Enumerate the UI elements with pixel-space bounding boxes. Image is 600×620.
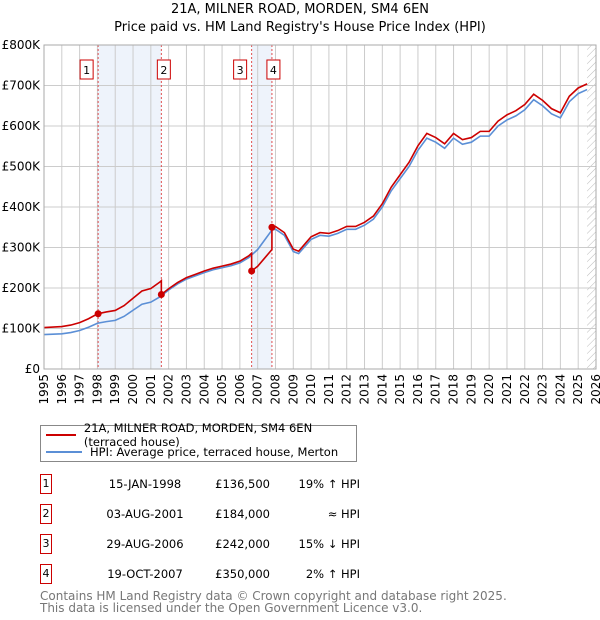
x-tick-label: 2000	[126, 374, 140, 405]
legend: 21A, MILNER ROAD, MORDEN, SM4 6EN (terra…	[40, 421, 357, 462]
x-tick-label: 2010	[304, 374, 318, 405]
price-chart: 1995 1996 1997 1998 1999 2000 2001 2002 2003 2004…	[2, 38, 600, 405]
x-tick-label: 2006	[233, 374, 247, 405]
sale-label-box	[156, 59, 171, 80]
sale-price: £350,000	[215, 567, 270, 581]
footer-licence: This data is licensed under the Open Gov…	[40, 601, 423, 615]
sale-date: 19-OCT-2007	[107, 567, 183, 581]
x-tick-label: 2004	[197, 374, 211, 405]
y-tick-label: £300K	[2, 241, 42, 255]
sale-label-number: 1	[83, 64, 90, 77]
y-tick-label: £400K	[2, 200, 42, 214]
x-tick-label: 2008	[268, 374, 282, 405]
legend-hpi-label: HPI: Average price, terraced house, Mert…	[90, 445, 339, 459]
sale-hpi-comparison: ≈ HPI	[327, 507, 360, 521]
sale-label-number: 2	[160, 64, 167, 77]
sale-date: 29-AUG-2006	[106, 537, 184, 551]
property-series-line	[43, 83, 588, 329]
chart-title: 21A, MILNER ROAD, MORDEN, SM4 6EN	[170, 2, 430, 17]
x-tick-label: 2019	[464, 374, 478, 405]
sale-price: £242,000	[215, 537, 270, 551]
x-tick-label: 2002	[162, 374, 176, 405]
y-tick-label: £0	[25, 362, 40, 376]
chart-subtitle: Price paid vs. HM Land Registry's House …	[114, 20, 486, 35]
sale-point	[94, 310, 102, 318]
sale-row: 1 15-JAN-1998 £136,500 19% ↑ HPI	[40, 474, 380, 494]
legend-property-swatch	[46, 434, 76, 436]
sale-row: 2 03-AUG-2001 £184,000 ≈ HPI	[40, 504, 380, 524]
x-tick-label: 2025	[571, 374, 585, 405]
x-tick-label: 2013	[358, 374, 372, 405]
sale-label-number: 3	[237, 64, 244, 77]
sale-label-box	[233, 59, 248, 80]
sale-row: 4 19-OCT-2007 £350,000 2% ↑ HPI	[40, 564, 380, 584]
x-tick-label: 2020	[482, 374, 496, 405]
x-tick-label: 2023	[536, 374, 550, 405]
sale-price: £136,500	[215, 477, 270, 491]
y-tick-label: £500K	[2, 160, 42, 174]
sale-number-badge: 1	[40, 474, 52, 494]
y-tick-label: £200K	[2, 281, 42, 295]
sale-row: 3 29-AUG-2006 £242,000 15% ↓ HPI	[40, 534, 380, 554]
x-tick-label: 2014	[375, 374, 389, 405]
sale-date: 15-JAN-1998	[108, 477, 182, 491]
x-tick-label: 2016	[411, 374, 425, 405]
x-tick-label: 2009	[286, 374, 300, 405]
x-tick-label: 2024	[553, 374, 567, 405]
sale-number-badge: 4	[40, 564, 52, 584]
x-tick-label: 1998	[90, 374, 104, 405]
x-tick-label: 2018	[447, 374, 461, 405]
plot-border	[43, 44, 597, 370]
x-tick-label: 2017	[429, 374, 443, 405]
sale-price: £184,000	[215, 507, 270, 521]
sale-point	[248, 267, 256, 275]
sale-point	[157, 290, 165, 298]
legend-property-label: 21A, MILNER ROAD, MORDEN, SM4 6EN (terra…	[83, 421, 313, 449]
x-tick-label: 2005	[215, 374, 229, 405]
sale-label-box	[79, 59, 94, 80]
y-tick-label: £700K	[2, 79, 42, 93]
y-tick-label: £100K	[2, 322, 42, 336]
sale-label-box	[266, 59, 281, 80]
sale-point	[268, 223, 276, 231]
hpi-series-line	[43, 88, 588, 336]
sale-number-badge: 3	[40, 534, 52, 554]
x-tick-label: 2026	[589, 374, 600, 405]
sale-hpi-comparison: 19% ↑ HPI	[298, 477, 360, 491]
x-tick-label: 2003	[179, 374, 193, 405]
sale-label-number: 4	[270, 64, 277, 77]
sale-number-badge: 2	[40, 504, 52, 524]
footer-copyright: Contains HM Land Registry data © Crown c…	[40, 589, 507, 603]
x-tick-label: 2015	[393, 374, 407, 405]
x-tick-label: 2001	[144, 374, 158, 405]
x-tick-label: 2011	[322, 374, 336, 405]
x-tick-label: 1995	[37, 374, 51, 405]
sale-hpi-comparison: 15% ↓ HPI	[298, 537, 360, 551]
y-tick-label: £800K	[2, 38, 42, 52]
x-tick-label: 1996	[55, 374, 69, 405]
sale-date: 03-AUG-2001	[106, 507, 184, 521]
legend-hpi-swatch	[46, 451, 82, 453]
x-tick-label: 2007	[251, 374, 265, 405]
x-tick-label: 1997	[73, 374, 87, 405]
x-tick-label: 1999	[108, 374, 122, 405]
x-tick-label: 2022	[518, 374, 532, 405]
sale-hpi-comparison: 2% ↑ HPI	[305, 567, 360, 581]
x-tick-label: 2012	[340, 374, 354, 405]
y-tick-label: £600K	[2, 119, 42, 133]
x-tick-label: 2021	[500, 374, 514, 405]
